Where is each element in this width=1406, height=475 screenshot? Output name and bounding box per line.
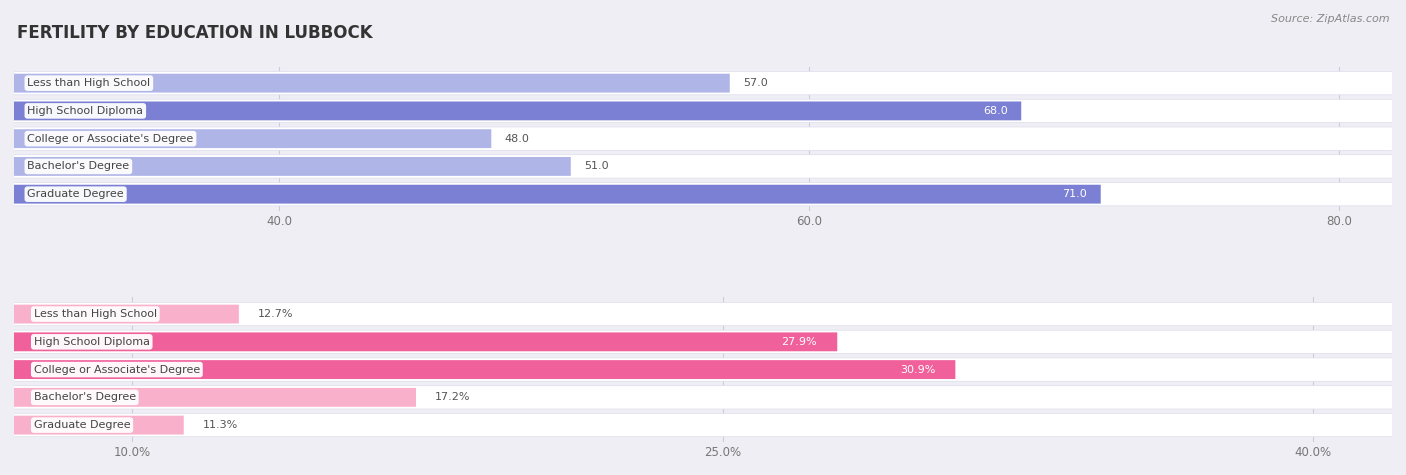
FancyBboxPatch shape xyxy=(14,360,955,379)
Text: High School Diploma: High School Diploma xyxy=(34,337,150,347)
Text: College or Associate's Degree: College or Associate's Degree xyxy=(27,133,194,143)
Text: FERTILITY BY EDUCATION IN LUBBOCK: FERTILITY BY EDUCATION IN LUBBOCK xyxy=(17,24,373,42)
FancyBboxPatch shape xyxy=(14,332,837,352)
Text: 30.9%: 30.9% xyxy=(900,365,935,375)
Text: High School Diploma: High School Diploma xyxy=(27,106,143,116)
Text: Less than High School: Less than High School xyxy=(27,78,150,88)
FancyBboxPatch shape xyxy=(13,303,1393,326)
FancyBboxPatch shape xyxy=(13,330,1393,353)
Text: 71.0: 71.0 xyxy=(1063,189,1087,199)
FancyBboxPatch shape xyxy=(14,72,1392,95)
FancyBboxPatch shape xyxy=(13,413,1393,437)
FancyBboxPatch shape xyxy=(14,157,571,176)
Text: Less than High School: Less than High School xyxy=(34,309,157,319)
FancyBboxPatch shape xyxy=(14,129,491,148)
FancyBboxPatch shape xyxy=(14,304,239,323)
Text: 17.2%: 17.2% xyxy=(436,392,471,402)
Text: 12.7%: 12.7% xyxy=(259,309,294,319)
FancyBboxPatch shape xyxy=(14,102,1021,120)
Text: 27.9%: 27.9% xyxy=(782,337,817,347)
Text: Graduate Degree: Graduate Degree xyxy=(34,420,131,430)
Text: 11.3%: 11.3% xyxy=(202,420,238,430)
Text: Bachelor's Degree: Bachelor's Degree xyxy=(27,162,129,171)
Text: Graduate Degree: Graduate Degree xyxy=(27,189,124,199)
Text: 51.0: 51.0 xyxy=(583,162,609,171)
FancyBboxPatch shape xyxy=(14,185,1101,204)
FancyBboxPatch shape xyxy=(14,416,184,435)
FancyBboxPatch shape xyxy=(14,99,1392,123)
Text: Source: ZipAtlas.com: Source: ZipAtlas.com xyxy=(1271,14,1389,24)
FancyBboxPatch shape xyxy=(14,74,730,93)
FancyBboxPatch shape xyxy=(13,358,1393,381)
Text: 57.0: 57.0 xyxy=(742,78,768,88)
FancyBboxPatch shape xyxy=(14,127,1392,150)
Text: Bachelor's Degree: Bachelor's Degree xyxy=(34,392,136,402)
FancyBboxPatch shape xyxy=(14,182,1392,206)
FancyBboxPatch shape xyxy=(14,155,1392,178)
Text: 48.0: 48.0 xyxy=(505,133,529,143)
Text: College or Associate's Degree: College or Associate's Degree xyxy=(34,365,200,375)
FancyBboxPatch shape xyxy=(14,388,416,407)
FancyBboxPatch shape xyxy=(13,386,1393,409)
Text: 68.0: 68.0 xyxy=(983,106,1008,116)
